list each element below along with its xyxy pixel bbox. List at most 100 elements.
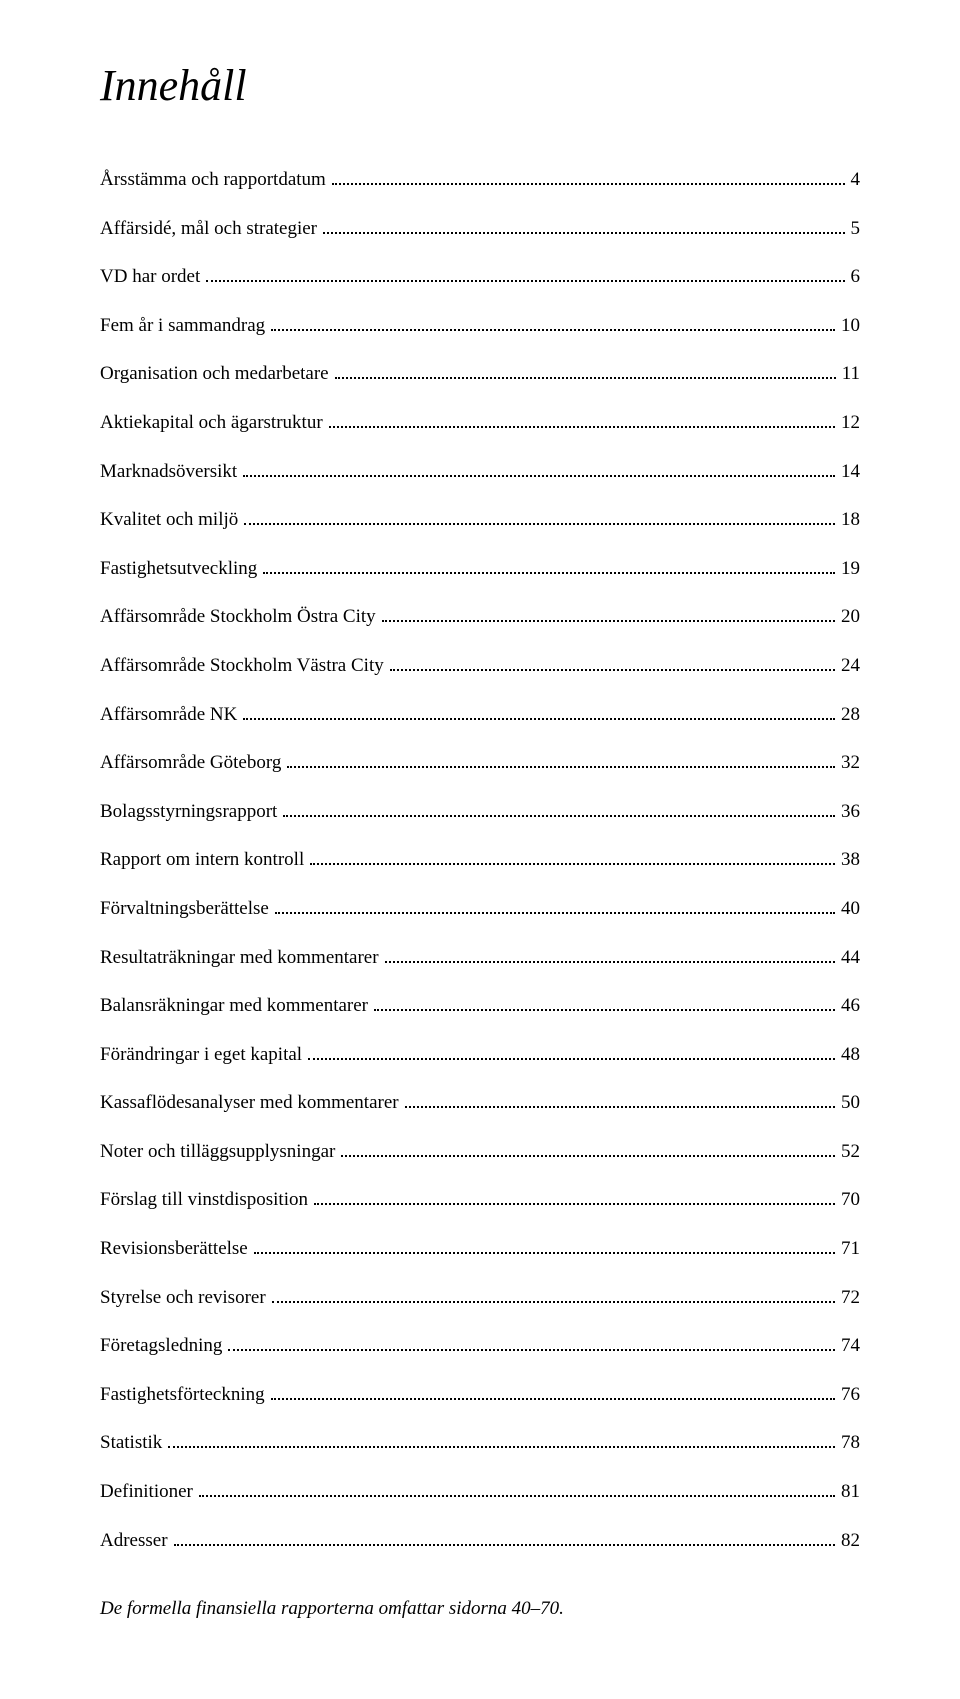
toc-page-number: 72 <box>841 1285 860 1312</box>
toc-page-number: 18 <box>841 507 860 534</box>
toc-leader-dots <box>243 475 835 477</box>
toc-row: Affärsområde NK 28 <box>100 702 860 729</box>
toc-page-number: 32 <box>841 750 860 777</box>
toc-page-number: 70 <box>841 1187 860 1214</box>
toc-label: VD har ordet <box>100 264 200 291</box>
toc-label: Förändringar i eget kapital <box>100 1042 302 1069</box>
toc-leader-dots <box>341 1155 835 1157</box>
toc-leader-dots <box>332 183 845 185</box>
toc-leader-dots <box>254 1252 835 1254</box>
toc-leader-dots <box>390 669 835 671</box>
toc-label: Noter och tilläggsupplysningar <box>100 1139 335 1166</box>
toc-page-number: 4 <box>851 167 861 194</box>
toc-row: Adresser 82 <box>100 1528 860 1555</box>
toc-label: Resultaträkningar med kommentarer <box>100 945 379 972</box>
toc-row: Affärsområde Stockholm Östra City 20 <box>100 604 860 631</box>
page-title: Innehåll <box>100 60 860 111</box>
toc-leader-dots <box>275 912 835 914</box>
toc-row: Förslag till vinstdisposition 70 <box>100 1187 860 1214</box>
toc-row: Balansräkningar med kommentarer 46 <box>100 993 860 1020</box>
toc-row: Bolagsstyrningsrapport 36 <box>100 799 860 826</box>
toc-page-number: 40 <box>841 896 860 923</box>
toc-label: Affärsområde NK <box>100 702 237 729</box>
toc-page-number: 12 <box>841 410 860 437</box>
toc-leader-dots <box>382 620 835 622</box>
toc-leader-dots <box>287 766 835 768</box>
toc-leader-dots <box>385 961 835 963</box>
toc-page-number: 48 <box>841 1042 860 1069</box>
toc-label: Revisionsberättelse <box>100 1236 248 1263</box>
toc-label: Förvaltningsberättelse <box>100 896 269 923</box>
toc-leader-dots <box>168 1446 835 1448</box>
document-page: Innehåll Årsstämma och rapportdatum 4 Affä… <box>0 0 960 1699</box>
toc-label: Förslag till vinstdisposition <box>100 1187 308 1214</box>
toc-row: Förändringar i eget kapital 48 <box>100 1042 860 1069</box>
toc-row: Revisionsberättelse 71 <box>100 1236 860 1263</box>
toc-leader-dots <box>199 1495 835 1497</box>
toc-page-number: 10 <box>841 313 860 340</box>
toc-label: Adresser <box>100 1528 168 1555</box>
toc-row: Statistik78 <box>100 1430 860 1457</box>
toc-leader-dots <box>174 1544 835 1546</box>
toc-page-number: 24 <box>841 653 860 680</box>
toc-label: Fastighetsförteckning <box>100 1382 265 1409</box>
toc-row: Företagsledning74 <box>100 1333 860 1360</box>
toc-leader-dots <box>244 523 835 525</box>
toc-page-number: 11 <box>842 361 860 388</box>
toc-label: Kassaflödesanalyser med kommentarer <box>100 1090 399 1117</box>
toc-leader-dots <box>263 572 835 574</box>
toc-page-number: 76 <box>841 1382 860 1409</box>
toc-leader-dots <box>374 1009 835 1011</box>
toc-label: Affärsidé, mål och strategier <box>100 216 317 243</box>
toc-leader-dots <box>271 1398 835 1400</box>
toc-page-number: 74 <box>841 1333 860 1360</box>
toc-leader-dots <box>271 329 835 331</box>
toc-row: Fem år i sammandrag10 <box>100 313 860 340</box>
toc-label: Affärsområde Stockholm Västra City <box>100 653 384 680</box>
toc-row: Rapport om intern kontroll38 <box>100 847 860 874</box>
toc-row: Styrelse och revisorer 72 <box>100 1285 860 1312</box>
toc-label: Organisation och medarbetare <box>100 361 329 388</box>
toc-label: Bolagsstyrningsrapport <box>100 799 277 826</box>
toc-row: Noter och tilläggsupplysningar52 <box>100 1139 860 1166</box>
toc-label: Årsstämma och rapportdatum <box>100 167 326 194</box>
toc-page-number: 20 <box>841 604 860 631</box>
toc-page-number: 36 <box>841 799 860 826</box>
toc-page-number: 82 <box>841 1528 860 1555</box>
toc-page-number: 71 <box>841 1236 860 1263</box>
toc-row: Fastighetsförteckning 76 <box>100 1382 860 1409</box>
toc-leader-dots <box>206 280 844 282</box>
toc-row: Affärsområde Stockholm Västra City 24 <box>100 653 860 680</box>
toc-leader-dots <box>283 815 835 817</box>
toc-row: Marknadsöversikt 14 <box>100 459 860 486</box>
toc-label: Definitioner <box>100 1479 193 1506</box>
toc-page-number: 14 <box>841 459 860 486</box>
toc-row: Årsstämma och rapportdatum 4 <box>100 167 860 194</box>
toc-label: Statistik <box>100 1430 162 1457</box>
toc-page-number: 81 <box>841 1479 860 1506</box>
toc-row: Kvalitet och miljö18 <box>100 507 860 534</box>
toc-label: Affärsområde Stockholm Östra City <box>100 604 376 631</box>
toc-row: Resultaträkningar med kommentarer 44 <box>100 945 860 972</box>
table-of-contents: Årsstämma och rapportdatum 4 Affärsidé, må… <box>100 167 860 1554</box>
toc-label: Marknadsöversikt <box>100 459 237 486</box>
toc-page-number: 46 <box>841 993 860 1020</box>
toc-label: Aktiekapital och ägarstruktur <box>100 410 323 437</box>
toc-leader-dots <box>243 718 835 720</box>
toc-leader-dots <box>405 1106 835 1108</box>
toc-leader-dots <box>335 377 836 379</box>
toc-label: Affärsområde Göteborg <box>100 750 281 777</box>
toc-row: Fastighetsutveckling19 <box>100 556 860 583</box>
toc-page-number: 28 <box>841 702 860 729</box>
toc-label: Styrelse och revisorer <box>100 1285 266 1312</box>
toc-row: Affärsområde Göteborg 32 <box>100 750 860 777</box>
toc-row: Definitioner 81 <box>100 1479 860 1506</box>
toc-row: Aktiekapital och ägarstruktur 12 <box>100 410 860 437</box>
toc-row: Organisation och medarbetare 11 <box>100 361 860 388</box>
toc-row: Affärsidé, mål och strategier 5 <box>100 216 860 243</box>
toc-label: Fastighetsutveckling <box>100 556 257 583</box>
toc-page-number: 5 <box>851 216 861 243</box>
toc-page-number: 44 <box>841 945 860 972</box>
toc-row: Kassaflödesanalyser med kommentarer50 <box>100 1090 860 1117</box>
toc-label: Balansräkningar med kommentarer <box>100 993 368 1020</box>
